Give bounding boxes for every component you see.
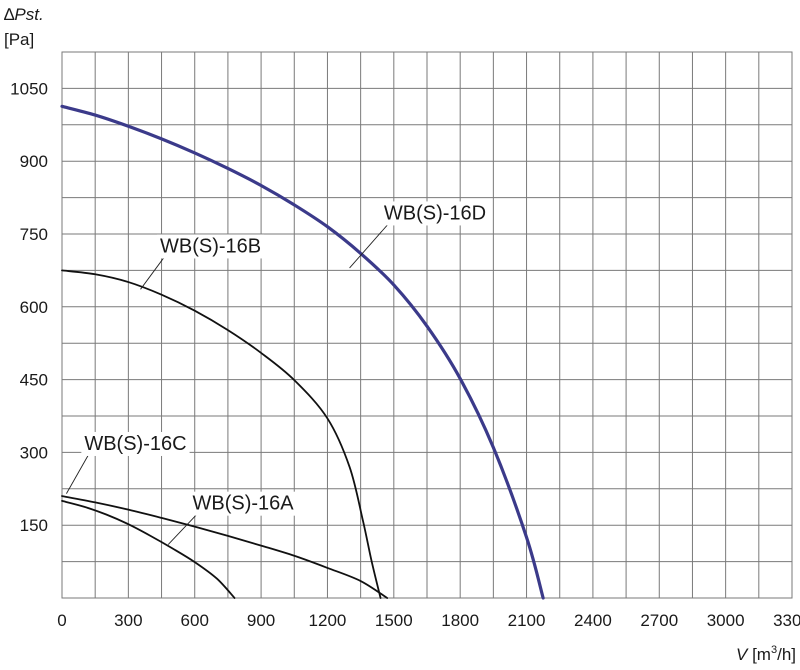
x-tick-label: 2100 <box>508 611 546 630</box>
x-axis-label-unit-pre: [m <box>747 645 771 664</box>
x-tick-label: 900 <box>247 611 275 630</box>
x-tick-label: 300 <box>114 611 142 630</box>
x-axis-tick-labels: 0 300 600 900 1200 1500 1800 2100 2400 2700 3000 33… <box>57 611 800 630</box>
curve-label-text: WB(S)-16B <box>160 235 261 257</box>
curve-wb-s-16c <box>61 495 389 599</box>
y-axis-tick-labels: 150 300 450 600 750 900 1050 <box>10 79 48 535</box>
y-tick-label: 1050 <box>10 79 48 98</box>
curve-label-leader <box>140 257 165 290</box>
y-axis-label-symbol: ∆ <box>4 5 15 24</box>
curve-label-text: WB(S)-16C <box>84 433 186 455</box>
curve-label-background <box>156 234 265 259</box>
y-axis-label-var: Pst. <box>14 5 43 24</box>
x-tick-label: 2400 <box>574 611 612 630</box>
x-tick-label: 3000 <box>707 611 745 630</box>
curve-labels: WB(S)-16D WB(S)-16B WB(S)-16C WB(S)-16A <box>66 201 490 545</box>
x-axis-label-unit-sup: 3 <box>771 644 777 656</box>
x-axis-label: V [m3/h] <box>736 644 796 664</box>
curve-label-wb-s-16c: WB(S)-16C <box>66 431 190 494</box>
x-axis-label-var: V <box>736 645 749 664</box>
y-tick-label: 750 <box>20 225 48 244</box>
x-tick-label: 2700 <box>640 611 678 630</box>
y-tick-label: 450 <box>20 371 48 390</box>
curve-label-wb-s-16d: WB(S)-16D <box>349 201 490 269</box>
x-axis-label-unit-post: /h] <box>777 645 796 664</box>
curve-label-background <box>81 431 190 456</box>
x-tick-label: 1200 <box>309 611 347 630</box>
curve-label-background <box>380 201 490 226</box>
curve-label-leader <box>349 224 389 269</box>
x-tick-label: 1800 <box>441 611 479 630</box>
y-tick-label: 300 <box>20 443 48 462</box>
curve-label-leader <box>66 454 89 494</box>
y-tick-label: 900 <box>20 152 48 171</box>
y-axis-unit: [Pa] <box>4 30 34 49</box>
y-tick-label: 600 <box>20 298 48 317</box>
curve-label-wb-s-16b: WB(S)-16B <box>140 234 265 290</box>
plot-area-border <box>61 51 793 599</box>
y-axis-label: ∆Pst. <box>4 5 44 24</box>
x-tick-label: 1500 <box>375 611 413 630</box>
x-tick-label: 600 <box>181 611 209 630</box>
curve-label-text: WB(S)-16D <box>384 202 486 224</box>
x-tick-label: 0 <box>57 611 66 630</box>
curve-series <box>60 104 545 600</box>
curve-label-text: WB(S)-16A <box>193 493 295 515</box>
curve-wb-s-16b <box>61 269 382 599</box>
curve-wb-s-16d <box>60 104 545 600</box>
x-tick-label: 3300 <box>773 611 800 630</box>
curve-label-wb-s-16a: WB(S)-16A <box>167 491 298 545</box>
y-tick-label: 150 <box>20 516 48 535</box>
curve-wb-s-16a <box>61 500 236 599</box>
curve-label-background <box>189 491 298 516</box>
curve-label-leader <box>167 514 197 545</box>
